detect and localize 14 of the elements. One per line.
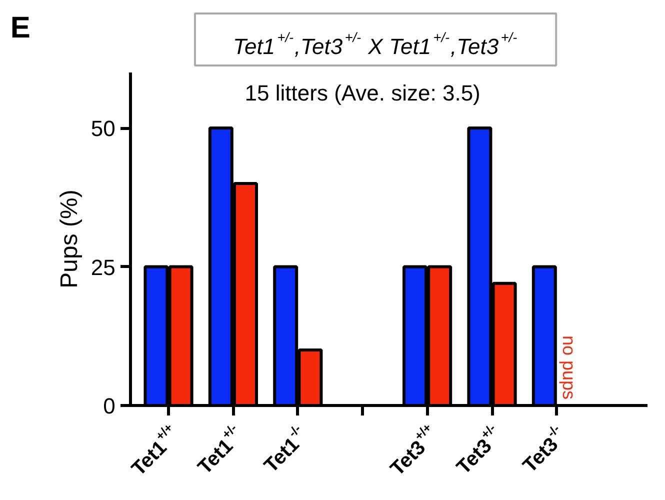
x-tick-label: Tet3+/- [452, 421, 498, 479]
chart-title: Tet1+/-,Tet3+/- X Tet1+/-,Tet3+/- [233, 30, 518, 59]
x-tick-label: Tet3-/- [519, 422, 563, 478]
x-tick-label: Tet1+/+ [128, 420, 176, 480]
y-tick-label: 0 [103, 394, 116, 418]
x-tick-label: Tet1+/- [194, 421, 240, 479]
x-tick-label: Tet3+/+ [386, 420, 434, 480]
annotation: no pups [558, 335, 579, 400]
y-tick-label: 25 [90, 254, 116, 280]
y-tick-label: 50 [90, 116, 116, 141]
y-axis-title: Pups (%) [56, 190, 84, 288]
text: E [10, 12, 30, 44]
x-tick-label: Tet1-/- [260, 422, 304, 478]
chart-subtitle: 15 litters (Ave. size: 3.5) [244, 80, 480, 106]
